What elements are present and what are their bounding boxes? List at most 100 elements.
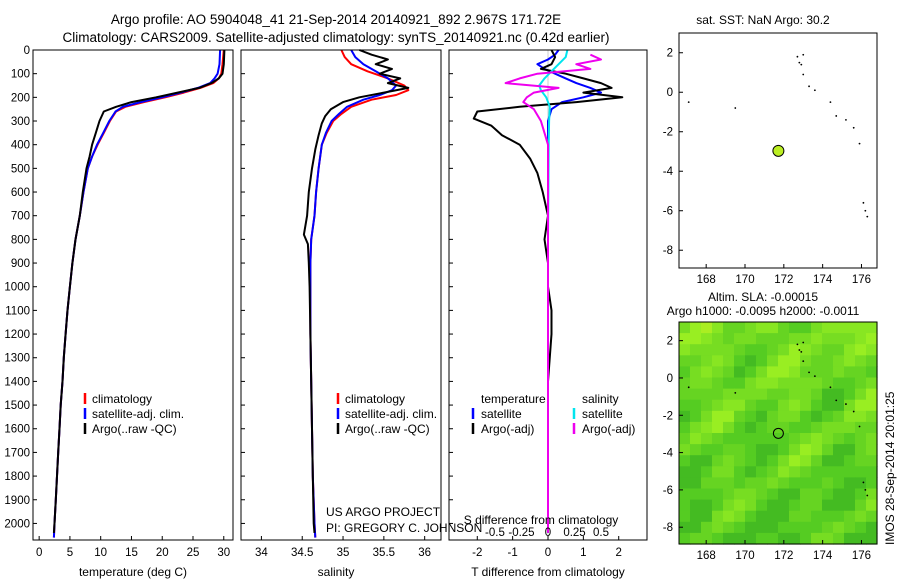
sla_map-field-cell [833, 333, 845, 345]
difference-x-tick-label: 1 [580, 547, 586, 559]
sla_map-field-cell [723, 532, 735, 545]
sla_map-field-cell [855, 388, 867, 401]
sla_map-field-cell [690, 466, 702, 478]
sla_map-field-cell [756, 466, 768, 478]
sla_map-field-cell [778, 421, 790, 434]
sla_map-field-cell [679, 399, 691, 412]
sla_map-field-cell [789, 399, 801, 412]
sla_map-field-cell [789, 499, 801, 512]
sla_map-field-cell [679, 388, 691, 401]
sla_map-field-cell [789, 510, 801, 523]
sla_map-field-cell [800, 366, 812, 379]
sla_map-field-cell [712, 521, 724, 534]
sla_map-x-tick-label: 174 [813, 550, 833, 562]
sla_map-field-cell [767, 366, 779, 379]
sla_map-field-cell [756, 399, 768, 412]
salinity-legend-climatology: climatology [345, 392, 405, 406]
sla_map-field-cell [833, 521, 845, 534]
sla_map-field-cell [778, 510, 790, 523]
sla_map-field-cell [822, 455, 834, 467]
sla_map-field-cell [767, 499, 779, 512]
sla-map-panel: Altim. SLA: -0.00015 Argo h1000: -0.0095… [663, 290, 878, 562]
sla_map-field-cell [833, 477, 845, 490]
sst_map-y-tick-label: -2 [663, 127, 673, 139]
sla_map-field-cell [767, 421, 779, 434]
sla-map-plot-area: 168 170 172 174 176 -8 -6 -4 -2 0 2 [663, 322, 878, 562]
sla_map-field-cell [701, 421, 713, 434]
difference-legend: temperature satellite Argo(-adj) salinit… [471, 392, 635, 436]
salinity-axes-frame [240, 49, 442, 541]
sla_map-field-cell [844, 499, 856, 512]
sla_map-field-cell [833, 466, 845, 478]
temperature-series-0 [52, 49, 225, 538]
sla_map-field-cell [701, 499, 713, 512]
sla_map-field-cell [745, 433, 757, 445]
sst-map-panel: sat. SST: NaN Argo: 30.2 168 170 172 174 176… [663, 13, 878, 286]
sla_map-field-cell [855, 377, 867, 390]
sla_map-field-cell [679, 355, 691, 367]
sla_map-field-cell [734, 322, 746, 334]
sla_map-field-cell [844, 333, 856, 345]
salinity-series-1 [309, 49, 398, 538]
sla_map-field-cell [679, 333, 691, 345]
temperature-y-tick-label: 400 [11, 140, 30, 152]
sla_map-field-cell [811, 477, 823, 490]
temperature-xlabel: temperature (deg C) [79, 565, 187, 579]
sla_map-field-cell [756, 344, 768, 356]
sla_map-field-cell [800, 421, 812, 434]
sla_map-field-cell [844, 322, 856, 334]
sla_map-field-cell [690, 366, 702, 379]
sla_map-field-cell [822, 488, 834, 501]
sst_map-island [835, 115, 838, 117]
sla_map-field-cell [745, 399, 757, 412]
sla_map-field-cell [844, 344, 856, 356]
sla_map-field-cell [756, 488, 768, 501]
sla_map-field-cell [767, 344, 779, 356]
sla_map-field-cell [723, 355, 735, 367]
sla_map-field-cell [866, 366, 878, 379]
sla_map-field-cell [723, 322, 735, 334]
sla_map-field-cell [756, 510, 768, 523]
sla_map-field-cell [734, 388, 746, 401]
sla_map-field-cell [745, 388, 757, 401]
sla_map-field-cell [734, 444, 746, 456]
sla_map-field-cell [701, 510, 713, 523]
sla_map-field-cell [800, 521, 812, 534]
sla_map-field-cell [822, 399, 834, 412]
sla_map-field-cell [690, 521, 702, 534]
sla_map-field-cell [822, 466, 834, 478]
sla_map-field-cell [701, 344, 713, 356]
sla_map-field-cell [778, 410, 790, 423]
sla_map-field-cell [789, 344, 801, 356]
sla_map-field-cell [767, 532, 779, 545]
difference-x2label: S difference from climatology [464, 513, 619, 527]
sla_map-field-cell [866, 510, 878, 523]
temperature-y-tick-label: 2000 [4, 518, 30, 530]
sla_map-field-cell [833, 488, 845, 501]
sla_map-float-marker [772, 427, 784, 439]
sla_map-field-cell [679, 433, 691, 445]
sla_map-y-tick-label: -6 [663, 485, 673, 497]
sla_map-field-cell [855, 466, 867, 478]
sst_map-x-tick-label: 172 [774, 274, 793, 286]
sla_map-x-tick-label: 176 [852, 550, 871, 562]
sla_map-field-cell [833, 532, 845, 545]
sla_map-field-cell [690, 477, 702, 490]
sla_map-field-cell [844, 410, 856, 423]
sla_map-field-cell [723, 466, 735, 478]
sla_map-island [866, 494, 869, 497]
sla_map-field-cell [800, 466, 812, 478]
sla_map-field-cell [844, 521, 856, 534]
sla_map-field-cell [800, 355, 812, 367]
sla_map-field-cell [734, 510, 746, 523]
sla_map-field-cell [767, 477, 779, 490]
sla_map-field-cell [756, 366, 768, 379]
sla_map-field-cell [767, 444, 779, 456]
sst_map-x-tick-label: 176 [852, 274, 871, 286]
sla_map-field-cell [745, 466, 757, 478]
sla_map-field-cell [844, 488, 856, 501]
sla_map-field-cell [723, 421, 735, 434]
sla_map-field-cell [822, 333, 834, 345]
difference-plot-area: -2 -1 0 1 2 -0.5 -0.25 0 0.25 0.5 [449, 49, 624, 559]
